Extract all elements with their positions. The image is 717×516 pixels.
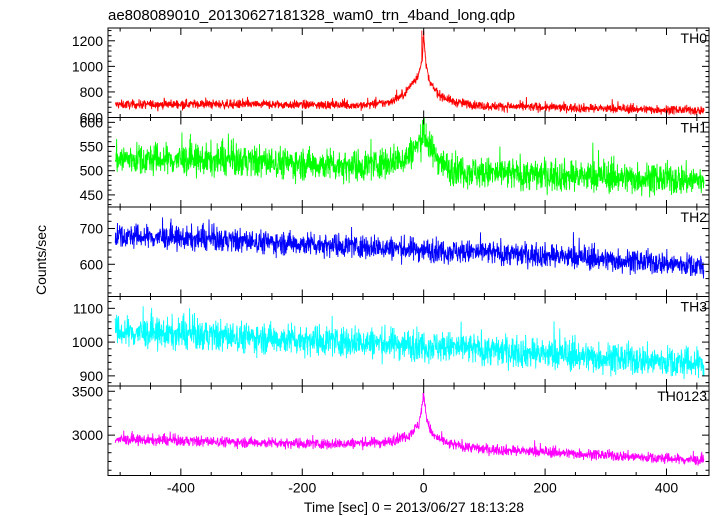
y-tick-label: 500	[80, 163, 104, 179]
panel-label-th0123: TH0123	[657, 388, 707, 404]
x-tick-label: -200	[288, 480, 316, 496]
panel-th3: 900 1000 1100 TH3	[72, 296, 710, 387]
y-tick-label: 600	[80, 114, 104, 130]
panel-label-th2: TH2	[681, 209, 708, 225]
panel-th2: 600 700 TH2	[80, 206, 710, 297]
y-axis-label: Counts/sec	[33, 225, 49, 295]
y-tick-label: 700	[80, 220, 104, 236]
x-tick-label: 200	[533, 480, 557, 496]
y-tick-label: 450	[80, 187, 104, 203]
panel-label-th0: TH0	[681, 30, 708, 46]
y-tick-label: 3500	[72, 383, 103, 399]
y-tick-label: 1000	[72, 334, 103, 350]
x-axis-label: Time [sec] 0 = 2013/06/27 18:13:28	[304, 499, 524, 515]
series-line-th0123	[114, 392, 705, 466]
y-tick-label: 550	[80, 139, 104, 155]
y-tick-label: 1100	[73, 300, 103, 316]
panel-label-th3: TH3	[681, 299, 708, 315]
panel-th0: 600 800 1000 1200 TH0	[72, 27, 710, 126]
y-tick-label: 900	[80, 368, 104, 384]
y-tick-label: 600	[80, 110, 104, 126]
series-line-th3	[114, 306, 705, 380]
panel-label-th1: TH1	[681, 120, 708, 136]
x-tick-label: 400	[655, 480, 679, 496]
panels-group: 600 800 1000 1200 TH0 450 500 550 600 TH1 600 700 TH…	[72, 27, 710, 496]
y-tick-label: 600	[80, 256, 104, 272]
x-tick-label: -400	[167, 480, 195, 496]
y-tick-label: 1200	[72, 33, 103, 49]
panel-th0123: 3000 3500 TH0123 -400 -200 0 200 400	[72, 383, 710, 496]
y-tick-label: 800	[80, 84, 104, 100]
chart-title: ae808089010_20130627181328_wam0_trn_4ban…	[108, 7, 515, 24]
panel-th1: 450 500 550 600 TH1	[80, 114, 710, 208]
x-tick-label: 0	[420, 480, 428, 496]
y-tick-label: 1000	[72, 58, 103, 74]
panel-frame	[107, 385, 710, 476]
y-tick-label: 3000	[72, 427, 103, 443]
series-line-th1	[114, 117, 705, 198]
series-line-th0	[114, 30, 705, 116]
series-line-th2	[114, 217, 705, 279]
